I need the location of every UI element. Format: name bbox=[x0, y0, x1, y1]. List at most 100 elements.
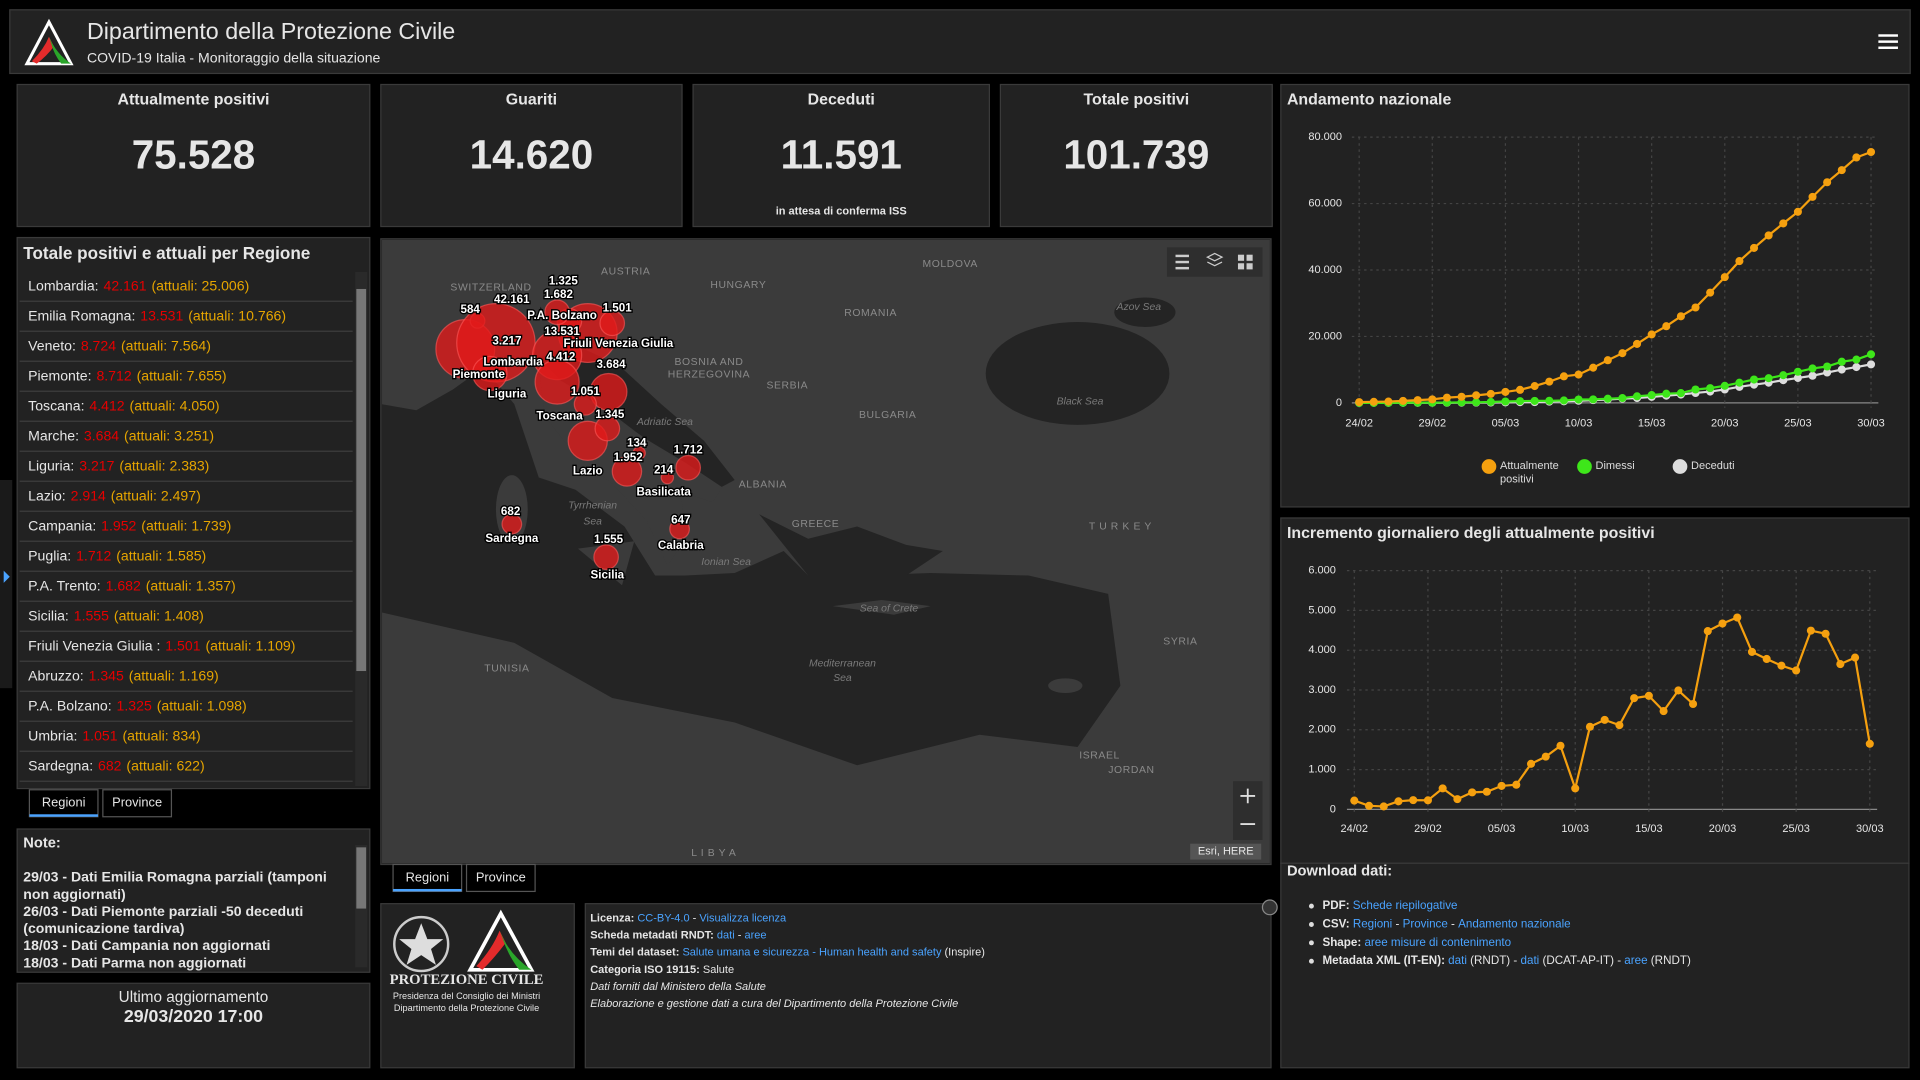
data-point bbox=[1472, 398, 1481, 407]
data-point bbox=[1453, 795, 1462, 804]
region-name: Sicilia: bbox=[28, 607, 69, 623]
tab-label[interactable]: Province bbox=[476, 869, 526, 884]
place-name: T U R K E Y bbox=[1089, 521, 1152, 532]
legend-label[interactable]: Dimessi bbox=[1595, 459, 1635, 472]
case-bubble[interactable] bbox=[632, 446, 646, 460]
link[interactable]: CC-BY-4.0 bbox=[637, 912, 689, 924]
legend-swatch[interactable] bbox=[1481, 459, 1497, 474]
data-point bbox=[1501, 397, 1510, 406]
data-point bbox=[1837, 166, 1846, 175]
case-bubble[interactable] bbox=[669, 518, 690, 540]
kpi-value: 11.591 bbox=[781, 132, 902, 178]
data-point bbox=[1823, 368, 1832, 377]
tab[interactable] bbox=[28, 789, 99, 818]
case-bubble[interactable] bbox=[544, 299, 570, 326]
tab-label[interactable]: Regioni bbox=[406, 869, 450, 884]
data-point bbox=[1866, 360, 1876, 369]
case-bubble[interactable] bbox=[599, 310, 626, 337]
link[interactable]: aree bbox=[744, 929, 766, 941]
bubble-label: 3.684 bbox=[596, 358, 626, 371]
region-total: 1.555 bbox=[74, 607, 109, 623]
legend-item[interactable]: Dimessi bbox=[1596, 459, 1667, 496]
region-label: Piemonte bbox=[453, 368, 506, 381]
update-value: 29/03/2020 17:00 bbox=[124, 1006, 263, 1026]
region-name: P.A. Trento: bbox=[28, 577, 101, 593]
scrollbar-thumb[interactable] bbox=[356, 847, 367, 909]
region-current: (attuali: 1.739) bbox=[141, 517, 231, 533]
data-point bbox=[1545, 396, 1554, 405]
update-label: Ultimo aggiornamento bbox=[119, 989, 269, 1006]
tab-label[interactable]: Regioni bbox=[42, 795, 86, 810]
side-toggle-arrow[interactable] bbox=[3, 570, 10, 583]
sea bbox=[538, 345, 735, 490]
kpi-note: in attesa di conferma ISS bbox=[776, 206, 907, 218]
menu-button[interactable] bbox=[1878, 34, 1898, 49]
data-point bbox=[1545, 377, 1554, 386]
link[interactable]: dati bbox=[1521, 954, 1540, 967]
tab-active-indicator[interactable] bbox=[393, 888, 462, 892]
x-tick-label: 20/03 bbox=[1709, 823, 1737, 835]
kpi-label: Attualmente positivi bbox=[117, 92, 269, 109]
region-total: 1.682 bbox=[106, 577, 141, 593]
link[interactable]: aree bbox=[1624, 954, 1647, 967]
link[interactable]: Andamento nazionale bbox=[1458, 918, 1570, 931]
link[interactable]: dati bbox=[717, 929, 735, 941]
data-point bbox=[1691, 303, 1700, 312]
link[interactable]: Province bbox=[1403, 918, 1448, 931]
legend-item[interactable]: Attualmente positivi bbox=[1500, 459, 1571, 496]
download-panel bbox=[1280, 862, 1910, 1069]
tab[interactable] bbox=[102, 789, 173, 818]
region-name: Sardegna: bbox=[28, 757, 93, 773]
sea bbox=[382, 367, 1121, 766]
data-point bbox=[1413, 396, 1422, 405]
tab-active-indicator[interactable] bbox=[29, 814, 98, 817]
data-point bbox=[1837, 357, 1846, 366]
tab[interactable] bbox=[392, 863, 463, 893]
info-line: Metadata XML (IT-EN): dati (RNDT) - dati… bbox=[1322, 954, 1691, 967]
scrollbar-thumb[interactable] bbox=[356, 288, 367, 672]
legend-label[interactable]: Deceduti bbox=[1691, 459, 1735, 472]
data-point bbox=[1762, 654, 1771, 663]
data-point bbox=[1808, 371, 1817, 380]
data-point bbox=[1516, 385, 1525, 394]
legend-swatch[interactable] bbox=[1672, 459, 1688, 474]
tab-label[interactable]: Province bbox=[112, 795, 162, 810]
link[interactable]: Visualizza licenza bbox=[699, 912, 787, 924]
link[interactable]: Salute umana e sicurezza - Human health … bbox=[682, 947, 942, 959]
case-bubble[interactable] bbox=[573, 392, 597, 416]
place-name: Sea bbox=[833, 673, 852, 684]
case-bubble[interactable] bbox=[611, 456, 643, 487]
map[interactable]: SWITZERLAND AUSTRIA HUNGARY MOLDOVA ROMANIA A… bbox=[381, 239, 1271, 865]
legend-swatch[interactable] bbox=[1577, 459, 1592, 474]
region-total: 1.952 bbox=[101, 517, 136, 533]
tab[interactable] bbox=[465, 863, 536, 893]
link[interactable]: Schede riepilogative bbox=[1353, 899, 1458, 912]
case-bubble[interactable] bbox=[472, 355, 508, 392]
link[interactable]: dati bbox=[1448, 954, 1467, 967]
place-name: Mediterranean bbox=[809, 658, 876, 669]
link[interactable]: Regioni bbox=[1353, 918, 1392, 931]
notes-title: Note: bbox=[23, 836, 61, 852]
case-bubble[interactable] bbox=[594, 415, 621, 442]
case-bubble[interactable] bbox=[589, 372, 628, 411]
case-bubble[interactable] bbox=[675, 454, 702, 481]
bubble-label: 1.345 bbox=[595, 408, 625, 421]
y-tick-label: 3.000 bbox=[1308, 684, 1336, 696]
data-point bbox=[1472, 391, 1481, 400]
close-button[interactable] bbox=[1261, 899, 1278, 916]
region-name: Piemonte: bbox=[28, 367, 91, 383]
region-row: Lombardia: 42.161 (attuali: 25.006) bbox=[28, 277, 249, 293]
case-bubble[interactable] bbox=[660, 470, 675, 485]
case-bubble[interactable] bbox=[593, 544, 619, 570]
link[interactable]: aree misure di contenimento bbox=[1364, 936, 1511, 949]
map-tools[interactable] bbox=[1175, 252, 1253, 270]
region-label: Basilicata bbox=[637, 485, 692, 498]
side-toggle[interactable] bbox=[0, 480, 13, 689]
legend-label[interactable]: Attualmente positivi bbox=[1500, 459, 1559, 485]
zoom-icons[interactable] bbox=[1240, 788, 1256, 825]
case-bubble[interactable] bbox=[501, 513, 523, 535]
case-bubble[interactable] bbox=[534, 359, 580, 405]
sea bbox=[1114, 297, 1176, 327]
legend-item[interactable]: Deceduti bbox=[1691, 459, 1762, 496]
region-row: P.A. Bolzano: 1.325 (attuali: 1.098) bbox=[28, 697, 247, 713]
